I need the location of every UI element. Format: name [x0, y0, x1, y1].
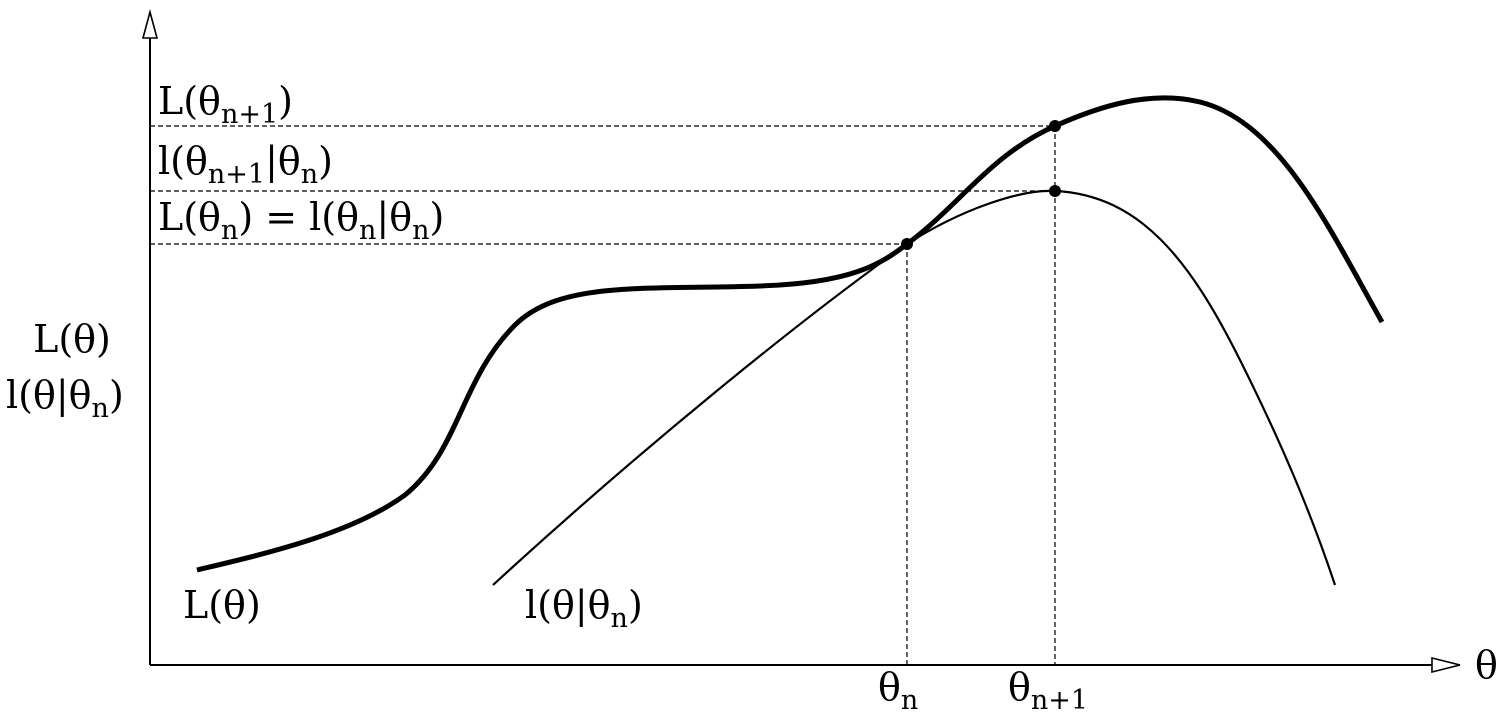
curve-label-L-theta: L(θ): [183, 583, 261, 627]
tick-label-theta-n1: θn+1: [1008, 665, 1088, 716]
y-axis-arrowhead: [141, 8, 159, 39]
label-L-theta-n-equals: L(θn) = l(θn|θn): [158, 195, 444, 246]
curve-l-theta-given-theta-n: [492, 189, 1337, 586]
label-L-theta-n1: L(θn+1): [158, 79, 293, 130]
point-L-theta-n1: [1049, 120, 1061, 132]
x-axis-label-theta: θ: [1475, 643, 1498, 687]
label-l-theta-n1-given-theta-n: l(θn+1|θn): [158, 139, 333, 190]
tick-label-theta-n: θn: [878, 665, 918, 716]
curve-L-theta: [196, 95, 1385, 573]
x-axis-arrowhead: [1431, 656, 1461, 674]
y-axis-label-L: L(θ): [33, 317, 111, 361]
y-axis-label-l: l(θ|θn): [6, 373, 124, 424]
curve-label-l-theta: l(θ|θn): [525, 583, 643, 634]
point-theta-n: [901, 238, 913, 250]
point-l-theta-n1: [1049, 185, 1061, 197]
